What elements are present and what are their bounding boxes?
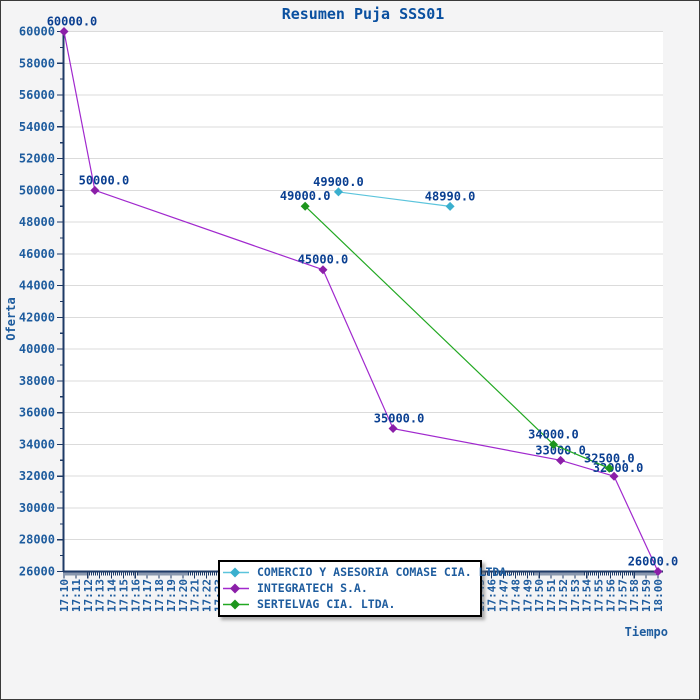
x-tick-label: 17:50 bbox=[533, 579, 546, 612]
axes bbox=[62, 31, 663, 573]
data-point-label: 32000.0 bbox=[593, 461, 644, 475]
y-tick-label: 56000 bbox=[19, 88, 55, 102]
x-tick-label: 17:10 bbox=[58, 579, 71, 612]
data-point-label: 50000.0 bbox=[79, 173, 130, 187]
x-tick-label: 17:46 bbox=[486, 579, 499, 612]
y-tick-label: 60000 bbox=[19, 25, 55, 39]
x-tick-label: 17:11 bbox=[70, 579, 83, 612]
y-tick-label: 44000 bbox=[19, 279, 55, 293]
series-marker-icon bbox=[223, 583, 249, 593]
y-tick-label: 52000 bbox=[19, 152, 55, 166]
x-tick-label: 17:14 bbox=[106, 579, 119, 612]
series: 49000.0 34000.0 32500.0 bbox=[280, 189, 635, 473]
y-tick-label: 28000 bbox=[19, 533, 55, 547]
x-tick-label: 17:16 bbox=[129, 579, 142, 612]
x-tick-label: 17:22 bbox=[201, 579, 214, 612]
data-point-label: 49900.0 bbox=[313, 175, 364, 189]
x-tick-label: 17:48 bbox=[509, 579, 522, 612]
x-tick-label: 17:56 bbox=[604, 579, 617, 612]
legend-label: SERTELVAG CIA. LTDA. bbox=[257, 597, 396, 611]
y-tick-label: 40000 bbox=[19, 342, 55, 356]
x-tick-label: 17:12 bbox=[82, 579, 95, 612]
gridlines bbox=[64, 31, 663, 572]
series: 60000.0 50000.0 45000.0 35000.0 33000.0 32000… bbox=[47, 15, 679, 576]
data-point-marker bbox=[604, 463, 614, 473]
x-tick-label: 17:17 bbox=[141, 579, 154, 612]
series-line bbox=[63, 31, 659, 572]
x-tick-label: 17:59 bbox=[640, 579, 653, 612]
data-point-marker bbox=[318, 265, 328, 275]
x-tick-label: 17:19 bbox=[165, 579, 178, 612]
x-tick-label: 17:52 bbox=[557, 579, 570, 612]
data-point-label: 48990.0 bbox=[425, 189, 476, 203]
x-tick-label: 17:51 bbox=[545, 579, 558, 612]
legend: COMERCIO Y ASESORIA COMASE CIA. LTDA. IN… bbox=[218, 560, 513, 617]
y-tick-label: 26000 bbox=[19, 565, 55, 579]
data-point-marker bbox=[548, 439, 558, 449]
y-tick-label: 36000 bbox=[19, 406, 55, 420]
data-point-marker bbox=[388, 424, 398, 434]
x-tick-label: 17:53 bbox=[569, 579, 582, 612]
legend-item: INTEGRATECH S.A. bbox=[222, 580, 474, 596]
plot-area bbox=[64, 31, 663, 572]
legend-item: COMERCIO Y ASESORIA COMASE CIA. LTDA. bbox=[222, 564, 513, 580]
data-point-marker bbox=[653, 567, 663, 576]
chart-title: Resumen Puja SSS01 bbox=[281, 5, 445, 23]
x-tick-label: 17:18 bbox=[153, 579, 166, 612]
y-tick-label: 32000 bbox=[19, 469, 55, 483]
data-point-label: 49000.0 bbox=[280, 189, 331, 203]
y-tick-label: 50000 bbox=[19, 183, 55, 197]
y-axis-title: Oferta bbox=[4, 297, 18, 340]
x-tick-label: 17:20 bbox=[177, 579, 190, 612]
data-point-label: 33000.0 bbox=[535, 443, 586, 457]
data-point-marker bbox=[556, 455, 566, 465]
data-point-label: 34000.0 bbox=[528, 427, 579, 441]
x-axis-title: Tiempo bbox=[625, 625, 668, 639]
series-marker-icon bbox=[223, 599, 249, 609]
x-tick-label: 17:47 bbox=[498, 579, 511, 612]
y-tick-label: 48000 bbox=[19, 215, 55, 229]
x-tick-label: 17:21 bbox=[189, 579, 202, 612]
y-tick-label: 54000 bbox=[19, 120, 55, 134]
data-point-label: 35000.0 bbox=[374, 412, 425, 426]
y-tick-label: 30000 bbox=[19, 501, 55, 515]
y-tick-label: 42000 bbox=[19, 310, 55, 324]
legend-label: INTEGRATECH S.A. bbox=[257, 581, 368, 595]
y-tick-label: 38000 bbox=[19, 374, 55, 388]
y-tick-label: 58000 bbox=[19, 56, 55, 70]
data-point-marker bbox=[445, 201, 455, 211]
data-point-label: 26000.0 bbox=[628, 555, 679, 569]
legend-label: COMERCIO Y ASESORIA COMASE CIA. LTDA. bbox=[257, 565, 514, 579]
data-point-label: 45000.0 bbox=[298, 253, 349, 267]
data-point-marker bbox=[59, 27, 69, 36]
x-tick-label: 17:15 bbox=[117, 579, 130, 612]
x-tick-label: 17:13 bbox=[94, 579, 107, 612]
x-tick-label: 18:00 bbox=[652, 579, 665, 612]
series-marker-icon bbox=[223, 567, 249, 577]
x-tick-label: 17:58 bbox=[628, 579, 641, 612]
y-tick-label: 34000 bbox=[19, 437, 55, 451]
series-line bbox=[338, 191, 451, 207]
data-point-marker bbox=[333, 187, 343, 197]
x-tick-label: 17:55 bbox=[593, 579, 606, 612]
legend-item: SERTELVAG CIA. LTDA. bbox=[222, 596, 474, 612]
data-point-label: 60000.0 bbox=[47, 15, 98, 29]
x-tick-label: 17:57 bbox=[616, 579, 629, 612]
data-point-marker bbox=[300, 201, 310, 211]
y-tick-label: 46000 bbox=[19, 247, 55, 261]
data-point-marker bbox=[609, 471, 619, 481]
y-axis-ticks: 26000 28000 30000 32000 34000 36000 38000 40000… bbox=[19, 25, 63, 579]
x-tick-label: 17:49 bbox=[521, 579, 534, 612]
series: 49900.0 48990.0 bbox=[313, 175, 475, 211]
data-point-label: 32500.0 bbox=[584, 451, 635, 465]
data-point-marker bbox=[90, 185, 100, 195]
x-tick-label: 17:54 bbox=[581, 579, 594, 612]
